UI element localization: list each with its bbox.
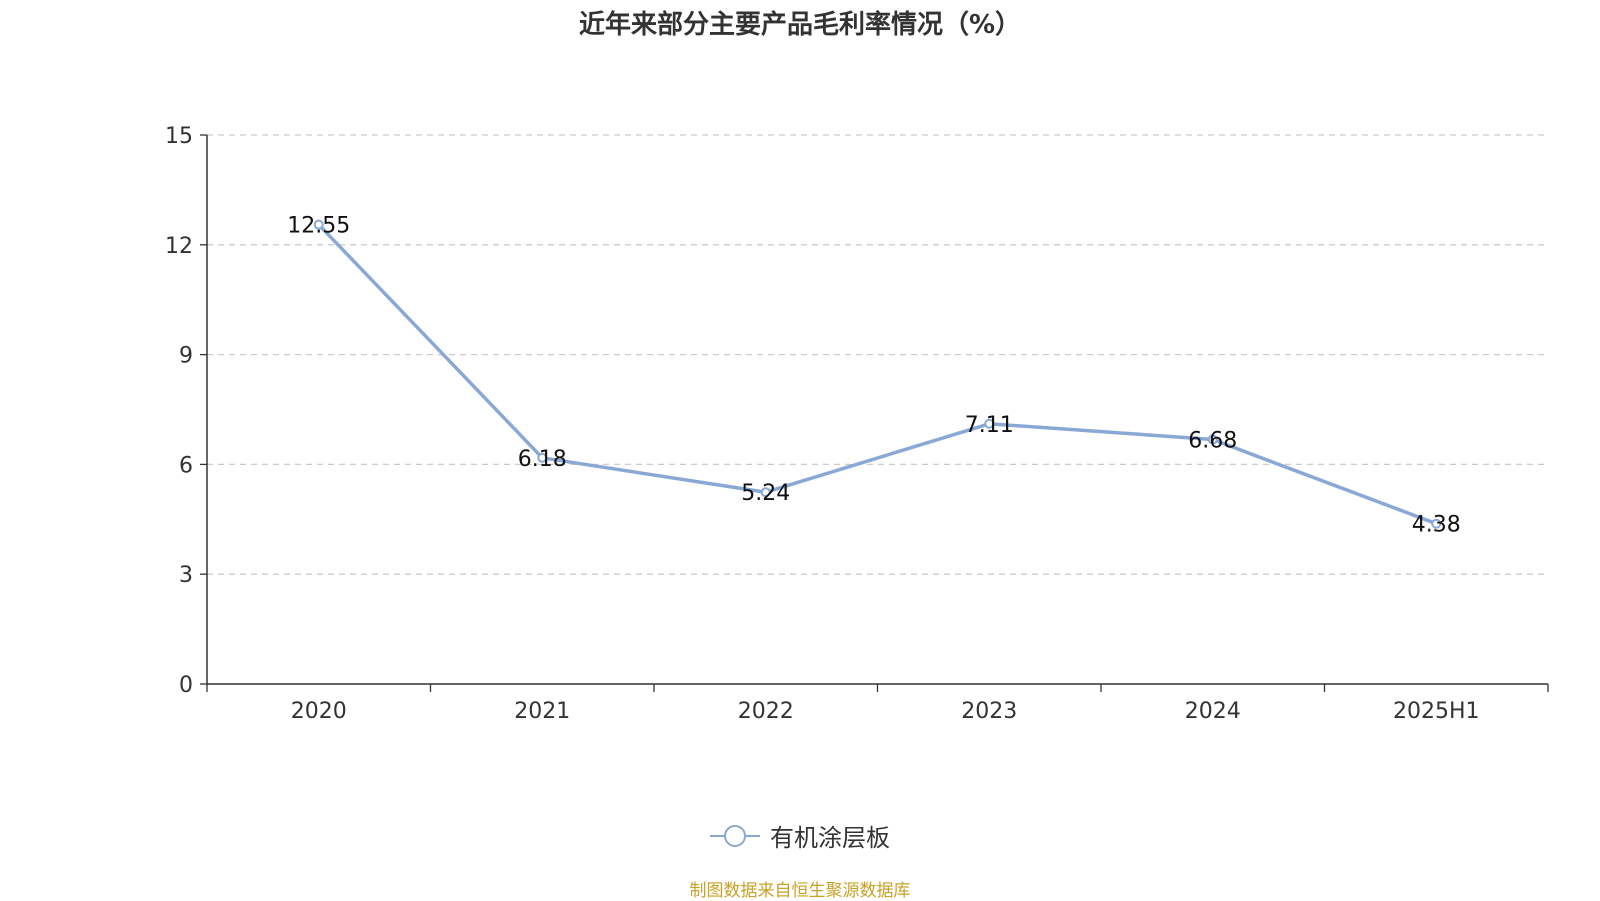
gridlines xyxy=(207,134,1548,575)
data-label: 7.11 xyxy=(965,413,1014,438)
legend-line-marker-icon xyxy=(710,824,760,847)
data-point xyxy=(1431,518,1442,529)
x-tick-label: 2022 xyxy=(738,699,794,724)
y-tick-label: 9 xyxy=(179,344,193,369)
data-labels: 12.55 6.18 5.24 7.11 6.68 4.38 xyxy=(287,214,1460,538)
axes: 0 3 6 9 12 15 2020 2021 2022 2023 2024 2025H1 xyxy=(165,124,1549,724)
chart-title: 近年来部分主要产品毛利率情况（%） xyxy=(578,10,1022,40)
data-point xyxy=(1207,434,1218,445)
series-line xyxy=(317,223,1437,526)
data-label: 6.68 xyxy=(1188,429,1237,454)
x-tick-label: 2024 xyxy=(1185,699,1241,724)
y-tick-label: 6 xyxy=(179,453,193,478)
y-tick-label: 15 xyxy=(165,124,193,149)
y-tick-label: 0 xyxy=(179,673,193,698)
data-point xyxy=(984,418,995,429)
data-point xyxy=(537,452,548,463)
data-point xyxy=(760,487,771,498)
data-label: 12.55 xyxy=(287,214,350,239)
x-tick-label: 2021 xyxy=(514,699,570,724)
data-point xyxy=(313,219,324,230)
x-tick-label: 2023 xyxy=(961,699,1017,724)
y-tick-label: 12 xyxy=(165,234,193,259)
legend-label: 有机涂层板 xyxy=(770,824,890,852)
y-tick-label: 3 xyxy=(179,563,193,588)
data-label: 5.24 xyxy=(741,481,790,506)
x-tick-label: 2020 xyxy=(291,699,347,724)
series-layer xyxy=(313,219,1442,529)
data-label: 6.18 xyxy=(518,447,567,472)
source-note: 制图数据来自恒生聚源数据库 xyxy=(689,881,911,901)
data-label: 4.38 xyxy=(1412,513,1461,538)
legend[interactable]: 有机涂层板 xyxy=(0,818,1600,853)
x-tick-label: 2025H1 xyxy=(1393,699,1480,724)
